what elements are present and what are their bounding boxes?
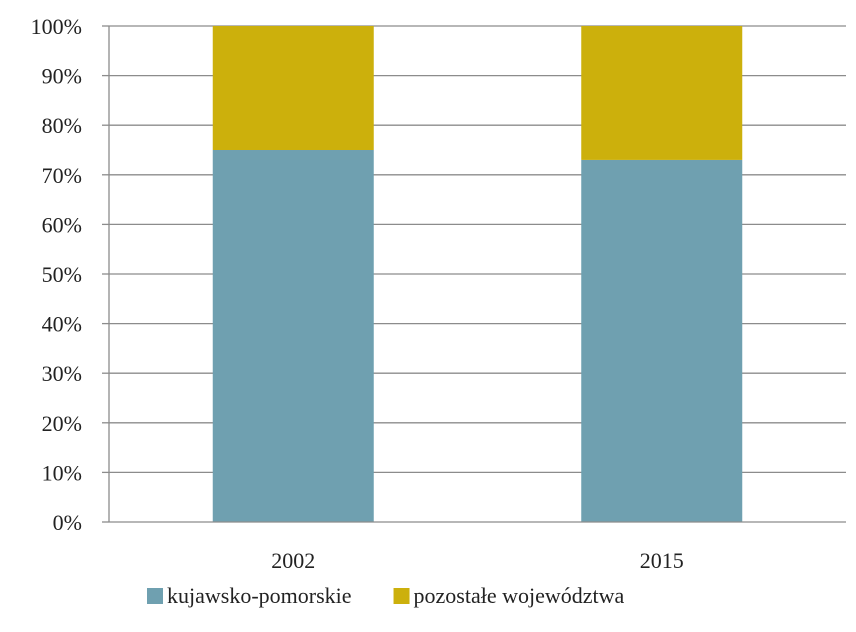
y-tick-label: 90% (42, 64, 82, 89)
y-tick-label: 40% (42, 312, 82, 337)
legend-label: kujawsko-pomorskie (167, 583, 352, 608)
y-tick-label: 70% (42, 163, 82, 188)
y-tick-label: 10% (42, 460, 82, 485)
legend: kujawsko-pomorskie pozostałe województwa (147, 583, 625, 608)
y-tick-label: 60% (42, 212, 82, 237)
legend-swatch (147, 588, 163, 604)
bar-2015-series-0 (581, 159, 743, 523)
y-tick-label: 100% (31, 14, 82, 39)
y-axis-ticks: 0% 10% 20% 30% 40% 50% 60% 70% 80% 90% 100% (31, 14, 846, 535)
x-tick-label: 2002 (271, 548, 315, 573)
y-tick-label: 50% (42, 262, 82, 287)
bar-2002-series-0 (212, 150, 374, 522)
legend-swatch (393, 588, 410, 604)
y-tick-label: 0% (53, 510, 82, 535)
y-tick-label: 80% (42, 113, 82, 138)
y-tick-label: 20% (42, 411, 82, 436)
bars (212, 26, 743, 523)
bar-2002-series-1 (212, 26, 374, 150)
x-axis-ticks: 2002 2015 (271, 548, 684, 573)
bar-2015-series-1 (581, 26, 743, 160)
x-tick-label: 2015 (640, 548, 684, 573)
legend-label: pozostałe województwa (414, 583, 625, 608)
y-tick-label: 30% (42, 361, 82, 386)
